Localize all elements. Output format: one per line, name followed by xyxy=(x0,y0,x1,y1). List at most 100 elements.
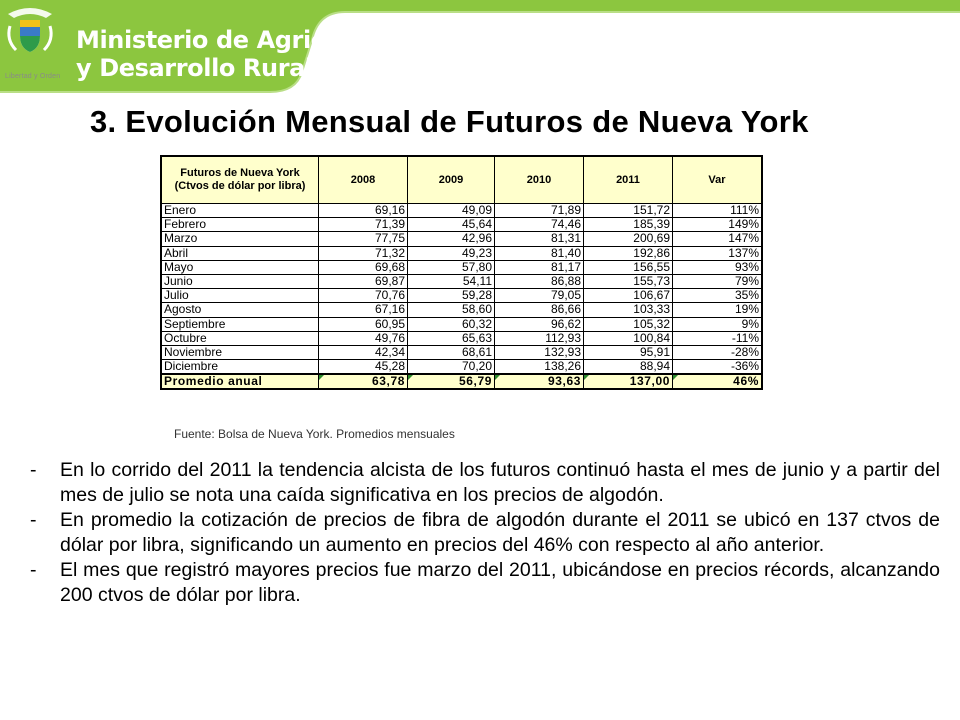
value-cell: 156,55 xyxy=(583,259,673,275)
value-cell: 81,31 xyxy=(494,231,584,247)
table-row: Mayo 69,68 57,80 81,17 156,55 93% xyxy=(160,259,763,275)
value-cell: 81,40 xyxy=(494,245,584,261)
table-row: Diciembre 45,28 70,20 138,26 88,94 -36% xyxy=(160,359,763,375)
value-cell: 45,64 xyxy=(407,217,495,233)
value-cell: 137% xyxy=(672,245,763,261)
header-cell-2009: 2009 xyxy=(407,155,495,204)
month-cell: Julio xyxy=(160,288,319,304)
value-cell: 155,73 xyxy=(583,273,673,290)
value-cell: 67,16 xyxy=(318,302,408,318)
value-cell: 69,68 xyxy=(318,259,408,275)
bullet-dash: - xyxy=(30,459,37,481)
value-cell: 71,39 xyxy=(318,217,408,233)
value-cell: 69,87 xyxy=(318,273,408,290)
total-value-cell: 93,63 xyxy=(494,373,584,390)
value-cell: 19% xyxy=(672,302,763,318)
total-value: 46% xyxy=(733,374,759,389)
table-row: Noviembre 42,34 68,61 132,93 95,91 -28% xyxy=(160,344,763,361)
bullet-text: En lo corrido del 2011 la tendencia alci… xyxy=(60,459,940,506)
bullet-item: - El mes que registró mayores precios fue… xyxy=(30,558,940,608)
value-cell: 58,60 xyxy=(407,302,495,318)
value-cell: 96,62 xyxy=(494,316,584,332)
value-cell: 132,93 xyxy=(494,344,584,361)
ministry-name-line2: y Desarrollo Rural xyxy=(76,54,313,82)
value-cell: 103,33 xyxy=(583,302,673,318)
value-cell: 79% xyxy=(672,273,763,290)
source-note: Fuente: Bolsa de Nueva York. Promedios m… xyxy=(174,427,455,441)
bullet-dash: - xyxy=(30,509,37,531)
value-cell: -28% xyxy=(672,344,763,361)
value-cell: 70,20 xyxy=(407,359,495,375)
value-cell: 69,16 xyxy=(318,202,408,219)
value-cell: 42,34 xyxy=(318,344,408,361)
cell-comment-indicator-icon xyxy=(584,375,589,381)
value-cell: 68,61 xyxy=(407,344,495,361)
value-cell: 111% xyxy=(672,202,763,219)
cell-comment-indicator-icon xyxy=(319,375,324,381)
value-cell: 147% xyxy=(672,231,763,247)
value-cell: 54,11 xyxy=(407,273,495,290)
value-cell: 45,28 xyxy=(318,359,408,375)
futures-table: Futuros de Nueva York (Ctvos de dólar po… xyxy=(160,155,763,391)
month-cell: Mayo xyxy=(160,259,319,275)
total-value-cell: 137,00 xyxy=(583,373,673,390)
bullet-text: El mes que registró mayores precios fue … xyxy=(60,559,940,606)
header-cell-2011: 2011 xyxy=(583,155,673,204)
value-cell: 105,32 xyxy=(583,316,673,332)
month-cell: Octubre xyxy=(160,330,319,346)
month-cell: Agosto xyxy=(160,302,319,318)
total-value: 56,79 xyxy=(458,374,492,389)
value-cell: 95,91 xyxy=(583,344,673,361)
header-cell-2008: 2008 xyxy=(318,155,408,204)
value-cell: 86,88 xyxy=(494,273,584,290)
table-body: Enero 69,16 49,09 71,89 151,72 111% Febrero 71,… xyxy=(160,202,763,390)
table-row: Julio 70,76 59,28 79,05 106,67 35% xyxy=(160,288,763,304)
month-cell: Junio xyxy=(160,273,319,290)
value-cell: 81,17 xyxy=(494,259,584,275)
bullet-item: - En lo corrido del 2011 la tendencia alc… xyxy=(30,458,940,508)
value-cell: 65,63 xyxy=(407,330,495,346)
cell-comment-indicator-icon xyxy=(408,375,413,381)
value-cell: 42,96 xyxy=(407,231,495,247)
bullet-list: - En lo corrido del 2011 la tendencia alc… xyxy=(30,458,940,608)
table-row: Marzo 77,75 42,96 81,31 200,69 147% xyxy=(160,231,763,247)
table-row: Octubre 49,76 65,63 112,93 100,84 -11% xyxy=(160,330,763,346)
value-cell: 88,94 xyxy=(583,359,673,375)
month-cell: Abril xyxy=(160,245,319,261)
value-cell: 49,23 xyxy=(407,245,495,261)
value-cell: 151,72 xyxy=(583,202,673,219)
total-value-cell: 56,79 xyxy=(407,373,495,390)
colombia-coat-of-arms-icon xyxy=(7,8,53,52)
month-cell: Noviembre xyxy=(160,344,319,361)
value-cell: 35% xyxy=(672,288,763,304)
value-cell: -11% xyxy=(672,330,763,346)
total-value: 93,63 xyxy=(547,374,581,389)
value-cell: 138,26 xyxy=(494,359,584,375)
banner-background xyxy=(0,0,960,93)
value-cell: 74,46 xyxy=(494,217,584,233)
table-row: Junio 69,87 54,11 86,88 155,73 79% xyxy=(160,273,763,290)
value-cell: 192,86 xyxy=(583,245,673,261)
value-cell: 60,95 xyxy=(318,316,408,332)
total-row: Promedio anual 63,78 56,79 93,63 137,00 46% xyxy=(160,373,763,390)
value-cell: 149% xyxy=(672,217,763,233)
total-value: 63,78 xyxy=(371,374,405,389)
cell-comment-indicator-icon xyxy=(673,375,678,381)
value-cell: 106,67 xyxy=(583,288,673,304)
total-label: Promedio anual xyxy=(164,374,263,389)
value-cell: 112,93 xyxy=(494,330,584,346)
table-row: Abril 71,32 49,23 81,40 192,86 137% xyxy=(160,245,763,261)
motto-text: Libertad y Orden xyxy=(5,73,61,80)
month-cell: Febrero xyxy=(160,217,319,233)
value-cell: 70,76 xyxy=(318,288,408,304)
cell-comment-indicator-icon xyxy=(495,375,500,381)
value-cell: 79,05 xyxy=(494,288,584,304)
value-cell: 60,32 xyxy=(407,316,495,332)
value-cell: 86,66 xyxy=(494,302,584,318)
total-value: 137,00 xyxy=(629,374,670,389)
page-title: 3. Evolución Mensual de Futuros de Nueva… xyxy=(90,104,809,139)
total-value-cell: 63,78 xyxy=(318,373,408,390)
header-cell-title: Futuros de Nueva York (Ctvos de dólar po… xyxy=(160,155,319,204)
value-cell: 49,76 xyxy=(318,330,408,346)
table-row: Enero 69,16 49,09 71,89 151,72 111% xyxy=(160,202,763,219)
